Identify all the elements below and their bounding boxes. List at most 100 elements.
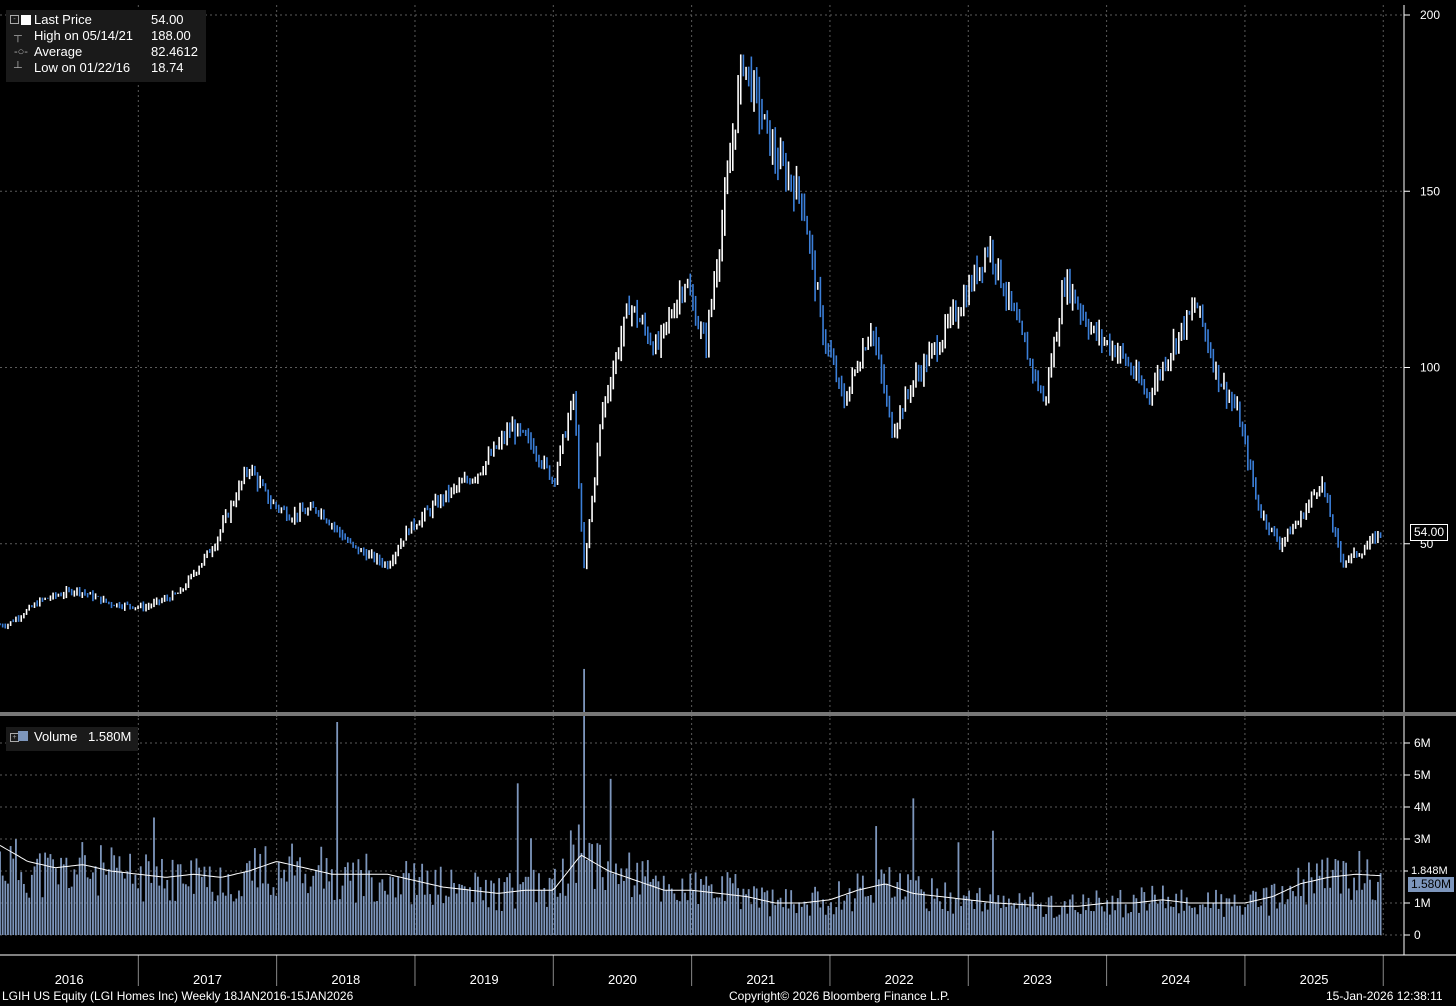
volume-bar xyxy=(376,901,378,935)
volume-bar xyxy=(1087,897,1090,935)
volume-bar xyxy=(450,869,453,935)
volume-tick-label: 1M xyxy=(1414,896,1431,910)
volume-bar xyxy=(362,896,365,935)
volume-bar xyxy=(976,893,978,935)
volume-bar xyxy=(222,892,224,935)
volume-bar xyxy=(630,897,633,935)
volume-bar xyxy=(954,898,957,935)
volume-bar xyxy=(423,894,426,935)
volume-bar xyxy=(1050,895,1053,935)
volume-legend: + Volume 1.580M xyxy=(6,727,138,751)
volume-bar xyxy=(1371,899,1374,935)
volume-bar xyxy=(466,889,469,935)
volume-bar xyxy=(506,877,509,935)
volume-bar xyxy=(105,874,108,935)
volume-bar xyxy=(1130,911,1132,935)
volume-bar xyxy=(824,914,827,935)
volume-bar xyxy=(593,888,596,935)
volume-bar xyxy=(538,873,540,935)
volume-bar xyxy=(1167,896,1170,935)
volume-bar xyxy=(1114,910,1116,935)
volume-bar xyxy=(670,888,673,935)
volume-bar xyxy=(904,896,907,935)
volume-bar xyxy=(1159,900,1162,935)
volume-bar xyxy=(997,895,1000,935)
average-value: 82.4612 xyxy=(151,44,198,59)
panel-divider[interactable] xyxy=(0,712,1456,716)
volume-bar xyxy=(721,876,724,935)
volume-bar xyxy=(1244,907,1247,935)
volume-bar xyxy=(1084,910,1087,935)
volume-bar xyxy=(129,853,131,935)
volume-tag: 1.580M xyxy=(1408,877,1455,892)
volume-bar xyxy=(928,911,931,935)
volume-bar xyxy=(1379,873,1382,935)
volume-bar xyxy=(1363,883,1366,935)
low-marker-icon: ┴ xyxy=(14,62,22,74)
volume-bar xyxy=(253,848,256,935)
volume-bar xyxy=(1308,862,1310,935)
volume-bar xyxy=(840,909,843,935)
volume-bar xyxy=(482,900,485,935)
volume-bar xyxy=(57,884,60,935)
volume-bar xyxy=(94,866,97,935)
volume-bar xyxy=(102,862,105,935)
volume-bar xyxy=(474,872,477,935)
volume-bar xyxy=(859,887,862,935)
volume-bar xyxy=(532,869,535,935)
volume-bar xyxy=(304,873,307,935)
volume-bar xyxy=(368,870,370,935)
volume-bar xyxy=(522,882,524,935)
volume-bar xyxy=(283,869,285,935)
volume-bar xyxy=(1010,905,1013,935)
volume-bar xyxy=(769,916,771,935)
volume-bar xyxy=(623,880,625,935)
volume-bar xyxy=(1276,908,1278,935)
volume-bar xyxy=(166,879,169,935)
volume-bar xyxy=(994,902,997,935)
volume-bar xyxy=(46,857,49,935)
volume-bar xyxy=(280,878,283,935)
volume-bar xyxy=(392,877,394,935)
volume-bar xyxy=(97,895,100,935)
price-tick-label: 150 xyxy=(1420,184,1440,198)
volume-bar xyxy=(264,846,267,935)
volume-bar xyxy=(476,876,479,935)
volume-bar xyxy=(1103,911,1106,935)
volume-bar xyxy=(1337,860,1340,935)
volume-bar xyxy=(1135,898,1138,935)
volume-bar xyxy=(941,908,944,935)
volume-bar xyxy=(1156,903,1159,935)
volume-bar xyxy=(784,889,787,935)
volume-bar xyxy=(556,896,559,935)
volume-bar xyxy=(1345,862,1347,935)
volume-bar xyxy=(1223,916,1225,935)
volume-bar xyxy=(851,911,854,935)
volume-bar xyxy=(38,853,41,935)
price-legend: - Last Price 54.00 ┬ High on 05/14/21 18… xyxy=(6,10,206,82)
volume-bar xyxy=(7,883,9,935)
volume-bar xyxy=(179,864,182,935)
volume-bar xyxy=(243,871,246,935)
volume-bar xyxy=(989,894,992,935)
volume-bar xyxy=(1164,908,1167,935)
expand-icon[interactable]: - xyxy=(10,15,19,24)
volume-bar xyxy=(649,881,652,935)
volume-bar xyxy=(418,876,421,935)
volume-bar xyxy=(126,871,129,935)
volume-bar xyxy=(795,913,798,935)
volume-bar xyxy=(811,892,814,935)
volume-bar xyxy=(415,894,418,935)
volume-bar xyxy=(1077,912,1079,935)
volume-bar xyxy=(447,896,450,935)
volume-bar xyxy=(885,883,888,935)
legend-last-price: - Last Price 54.00 xyxy=(10,12,200,28)
volume-bar xyxy=(707,885,710,935)
volume-bar xyxy=(206,887,208,935)
volume-bar xyxy=(1377,881,1379,935)
volume-bar xyxy=(99,845,102,935)
volume-bar xyxy=(798,902,801,935)
volume-bar xyxy=(641,861,644,935)
volume-bar xyxy=(248,860,251,935)
volume-bar xyxy=(968,890,970,935)
